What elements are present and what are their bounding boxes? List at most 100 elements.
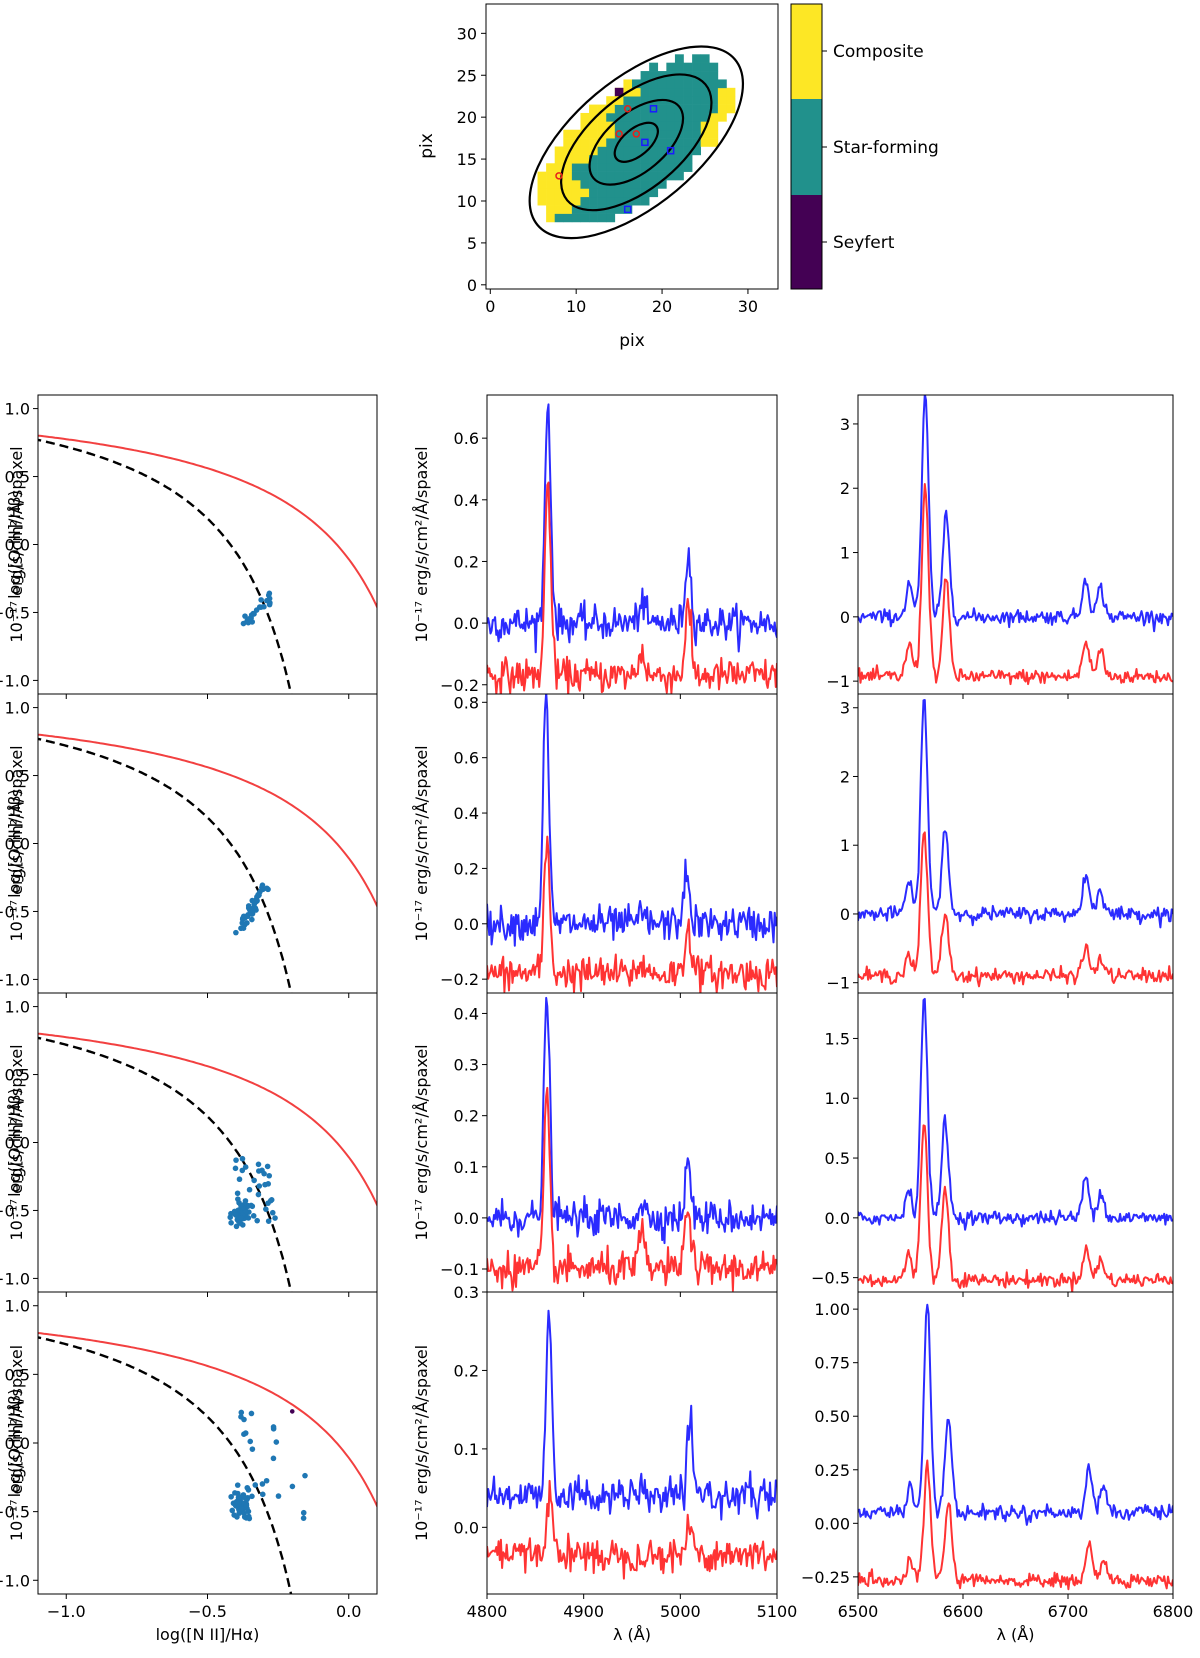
map-pixel (674, 171, 684, 181)
map-pixel (692, 112, 702, 122)
spectrum-y-tick-label: 3 (840, 415, 850, 434)
map-pixel (623, 146, 633, 156)
spectrum-y-tick-label: 0.6 (454, 429, 479, 448)
map-pixel (589, 213, 598, 223)
bpt-point (269, 1209, 276, 1216)
map-pixel (589, 154, 598, 164)
map-pixel (546, 163, 556, 172)
bpt-point (263, 1477, 270, 1484)
map-pixel (563, 163, 573, 172)
map-pixel (709, 112, 719, 122)
map-pixel (597, 171, 607, 181)
map-y-label: pix (417, 133, 437, 159)
map-x-tick-label: 20 (652, 297, 672, 316)
map-pixel (606, 188, 616, 198)
map-pixel (606, 163, 616, 172)
map-pixel (623, 121, 633, 131)
blue-square-marker (623, 205, 632, 214)
map-pixel (640, 146, 650, 156)
spectrum-x-tick-label: 6700 (1048, 1602, 1089, 1621)
spectrum-y-tick-label: 3 (840, 699, 850, 718)
map-pixel (640, 163, 650, 172)
map-pixel (640, 104, 650, 114)
map-x-tick-label: 10 (566, 297, 586, 316)
map-pixel (666, 138, 676, 147)
map-pixel (640, 96, 650, 105)
bpt-point (272, 1215, 278, 1221)
bpt-point (300, 1515, 307, 1521)
bpt-y-label: log([O III]/Hβ) (5, 1389, 24, 1498)
bpt-point (233, 1157, 239, 1163)
map-pixel (614, 154, 624, 164)
bpt-point (229, 1507, 236, 1514)
spectrum-frame (857, 394, 1174, 695)
map-pixel (649, 154, 659, 164)
blue-spectrum-line (487, 403, 777, 654)
map-pixel (623, 96, 633, 105)
map-pixel (563, 171, 573, 181)
bpt-y-tick-label: −1.0 (0, 671, 30, 690)
bpt-point (255, 1161, 262, 1168)
bpt-point (265, 1218, 272, 1224)
map-pixel (580, 129, 590, 139)
map-pixel (674, 96, 684, 105)
bpt-y-label: log([O III]/Hβ) (5, 789, 24, 898)
map-pixel (692, 146, 702, 156)
map-pixel (709, 79, 719, 89)
spectrum-y-tick-label: 2 (840, 767, 850, 786)
bpt-point (234, 1190, 241, 1197)
bpt-point (247, 1438, 254, 1445)
map-pixel (632, 188, 641, 198)
spectrum-y-tick-label: 0.4 (454, 804, 479, 823)
map-pixel (726, 96, 736, 105)
map-pixel (640, 112, 650, 122)
spectrum-y-tick-label: 0.0 (454, 915, 479, 934)
bpt-point (263, 1206, 269, 1212)
map-pixel (554, 163, 564, 172)
bpt-point (248, 1202, 254, 1209)
bpt-y-tick-label: 0.0 (5, 1134, 30, 1153)
bpt-point (266, 1172, 273, 1179)
map-pixel (563, 205, 573, 214)
bpt-point (254, 1217, 260, 1224)
map-pixel (537, 188, 547, 198)
bpt-point (255, 891, 261, 898)
kauffmann-line (38, 737, 293, 993)
map-pixel (632, 112, 641, 122)
bpt-y-tick-label: −0.5 (0, 1503, 30, 1522)
map-pixel (700, 96, 710, 105)
map-pixel (666, 62, 676, 72)
kewley-line (38, 434, 377, 610)
bpt-y-tick-label: −1.0 (0, 1571, 30, 1590)
bpt-point (237, 1506, 244, 1512)
bpt-point (238, 1409, 245, 1416)
red-spectrum-line (487, 835, 777, 993)
bpt-point (228, 1220, 234, 1226)
spectrum-y-label: 10⁻¹⁷ erg/s/cm²/Å/spaxel (7, 446, 26, 642)
spectrum-y-label: 10⁻¹⁷ erg/s/cm²/Å/spaxel (412, 745, 431, 941)
map-pixel (606, 104, 616, 114)
map-pixel (692, 71, 702, 80)
map-pixel (546, 171, 556, 181)
map-pixel (623, 104, 633, 114)
spectrum-y-tick-label: 0.8 (454, 693, 479, 712)
spectrum-y-tick-label: 0.5 (825, 1149, 850, 1168)
bpt-point (270, 1426, 277, 1432)
spectrum-y-tick-label: 0.1 (454, 1158, 479, 1177)
map-pixel (571, 188, 581, 198)
map-pixel (580, 154, 590, 164)
bpt-point (273, 1439, 280, 1445)
kauffmann-line (38, 1036, 293, 1292)
halpha-spectrum-panel-4: −0.25 0.00 0.25 0.50 0.75 1.00 6500 6600 6700 680… (7, 1291, 1193, 1644)
bpt-point (244, 913, 251, 920)
map-pixel (563, 188, 573, 198)
bpt-point (239, 1155, 246, 1162)
spectrum-x-tick-label: 4800 (467, 1602, 508, 1621)
map-pixel (700, 112, 710, 122)
bpt-point (238, 1202, 244, 1209)
map-pixel (580, 180, 590, 189)
map-pixel (614, 171, 624, 181)
map-pixel (632, 146, 641, 156)
map-pixel (546, 188, 556, 198)
